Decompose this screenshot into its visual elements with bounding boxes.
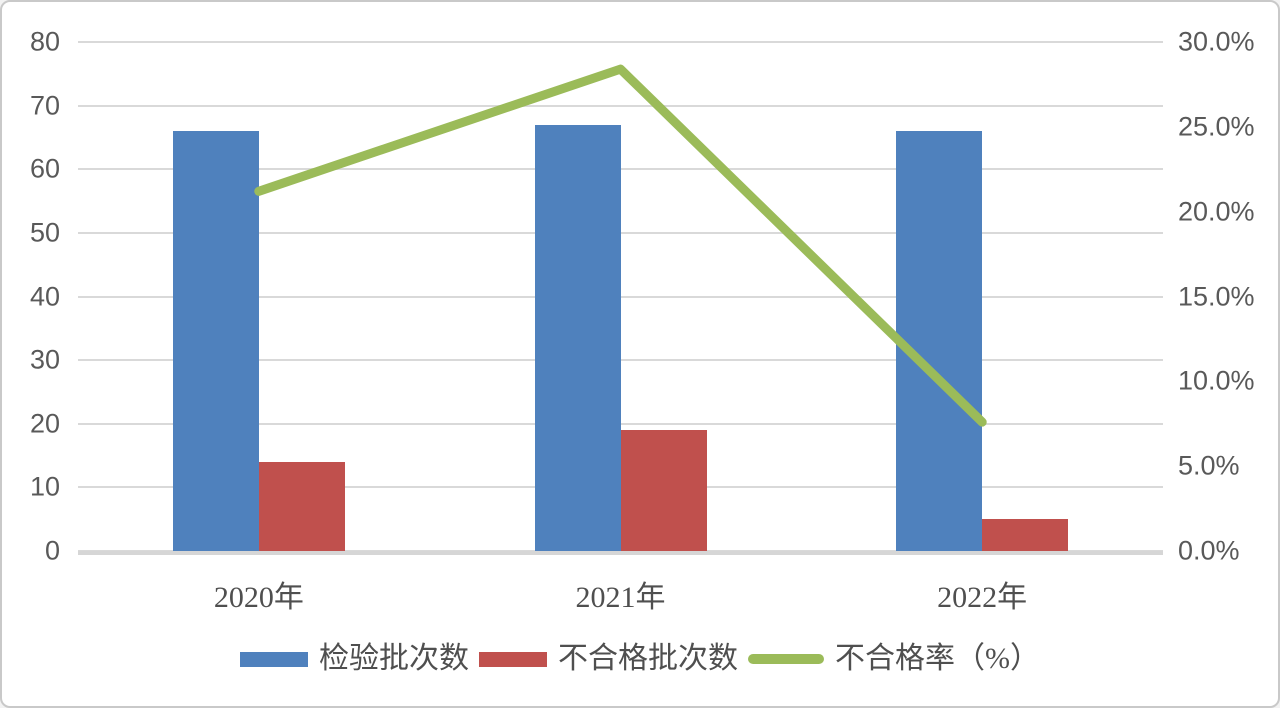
legend-label-failure-rate: 不合格率（%） xyxy=(835,642,1040,675)
left-axis-tick-label: 70 xyxy=(29,90,60,121)
left-axis: 80 70 60 50 40 30 20 10 0 xyxy=(2,2,60,706)
right-axis-tick-label: 15.0% xyxy=(1178,281,1255,311)
right-axis-tick-label: 0.0% xyxy=(1178,535,1240,566)
right-axis-tick-label: 25.0% xyxy=(1178,111,1255,142)
x-axis-label-2021: 2021年 xyxy=(575,581,666,614)
legend: 检验批次数 不合格批次数 不合格率（%） xyxy=(2,640,1278,678)
legend-swatch-failed-batches xyxy=(479,651,547,667)
left-axis-tick-label: 60 xyxy=(29,153,60,184)
bar-failed-batches-2020[interactable] xyxy=(258,461,345,551)
left-axis-tick-label: 30 xyxy=(29,344,60,375)
legend-label-failed-batches: 不合格批次数 xyxy=(558,642,738,675)
left-axis-tick-label: 80 xyxy=(29,26,60,57)
left-axis-tick-label: 50 xyxy=(29,217,60,248)
category-axis-line xyxy=(78,551,1163,555)
right-axis: 30.0% 25.0% 20.0% 15.0% 10.0% 5.0% 0.0% xyxy=(1178,2,1273,706)
legend-item-failed-batches[interactable]: 不合格批次数 xyxy=(479,640,738,678)
line-series-failure-rate[interactable] xyxy=(78,42,1163,551)
bar-inspected-batches-2020[interactable] xyxy=(172,131,259,551)
bar-failed-batches-2021[interactable] xyxy=(620,430,707,551)
left-axis-tick-label: 0 xyxy=(44,535,60,566)
right-axis-tick-label: 10.0% xyxy=(1178,365,1255,396)
right-axis-tick-label: 5.0% xyxy=(1178,450,1240,481)
legend-item-failure-rate[interactable]: 不合格率（%） xyxy=(748,640,1040,678)
left-axis-tick-label: 20 xyxy=(29,408,60,439)
x-axis-label-2022: 2022年 xyxy=(937,581,1028,614)
bar-inspected-batches-2022[interactable] xyxy=(896,131,983,551)
left-axis-tick-label: 40 xyxy=(29,281,60,311)
left-axis-tick-label: 10 xyxy=(29,471,60,502)
legend-swatch-failure-rate-line xyxy=(748,654,824,664)
legend-item-inspected-batches[interactable]: 检验批次数 xyxy=(240,640,469,678)
right-axis-tick-label: 20.0% xyxy=(1178,196,1255,227)
bar-inspected-batches-2021[interactable] xyxy=(534,124,621,551)
legend-label-inspected-batches: 检验批次数 xyxy=(319,642,469,675)
x-axis-label-2020: 2020年 xyxy=(213,581,304,614)
legend-swatch-inspected-batches xyxy=(240,651,308,667)
plot-area xyxy=(78,41,1163,555)
bar-failed-batches-2022[interactable] xyxy=(982,519,1069,551)
right-axis-tick-label: 30.0% xyxy=(1178,26,1255,57)
